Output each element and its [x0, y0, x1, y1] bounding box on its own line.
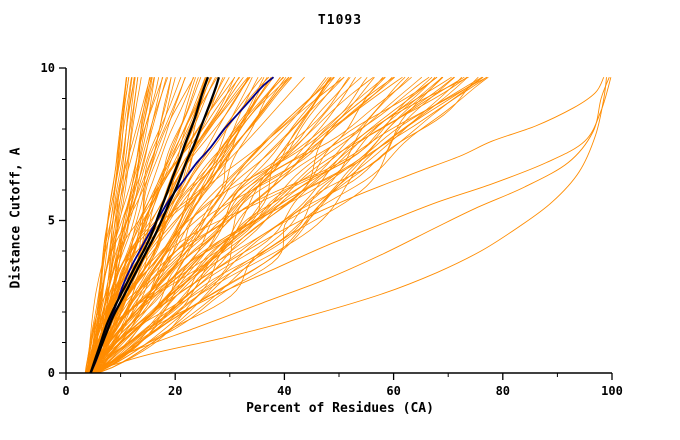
curve-orange-fan: [87, 77, 151, 374]
curve-orange-fan: [96, 76, 436, 374]
curve-orange-fan: [97, 77, 208, 374]
curve-orange-fan: [86, 76, 443, 374]
x-tick-label: 100: [601, 384, 623, 398]
curve-orange-fan: [84, 76, 423, 374]
curve-orange-fan: [91, 76, 375, 374]
curve-orange-fan: [88, 76, 374, 374]
curve-orange-fan: [91, 76, 479, 374]
curve-orange-fan: [98, 76, 362, 374]
curve-orange-fan: [93, 76, 395, 374]
curve-orange-fan: [89, 76, 443, 374]
curve-orange-fan: [96, 76, 455, 374]
chart-title: T1093: [317, 13, 363, 28]
curve-orange-fan: [89, 77, 196, 374]
curve-orange-fan: [97, 76, 444, 374]
x-tick-label: 80: [496, 384, 510, 398]
curve-orange-right-1: [87, 77, 607, 374]
y-tick-label: 10: [41, 61, 55, 75]
curve-orange-fan: [86, 77, 130, 374]
curve-orange-fan: [91, 76, 290, 374]
curve-orange-fan: [88, 76, 249, 374]
curve-orange-fan: [94, 76, 287, 374]
x-tick-label: 20: [168, 384, 182, 398]
curve-orange-fan: [95, 76, 368, 374]
curve-orange-fan: [97, 76, 384, 374]
y-tick-label: 0: [48, 366, 55, 380]
curve-orange-fan: [95, 76, 331, 374]
curve-orange-fan: [91, 76, 329, 374]
curve-orange-right-3: [87, 77, 612, 374]
y-tick-label: 5: [48, 214, 55, 228]
x-tick-label: 40: [277, 384, 291, 398]
curve-orange-fan: [94, 76, 463, 374]
curve-orange-fan: [97, 77, 133, 374]
curve-orange-fan: [87, 76, 406, 374]
curve-black-model-1: [89, 76, 210, 374]
x-axis-label: Percent of Residues (CA): [246, 401, 434, 416]
curve-orange-right-2: [90, 77, 610, 374]
curve-orange-fan: [85, 76, 244, 374]
curve-orange-fan: [98, 76, 410, 374]
curve-orange-fan: [91, 76, 356, 374]
curve-orange-fan: [87, 77, 152, 374]
curve-orange-fan: [86, 76, 251, 374]
curve-orange-fan: [86, 77, 152, 374]
curve-orange-fan: [90, 76, 468, 374]
x-tick-label: 60: [386, 384, 400, 398]
curve-orange-fan: [98, 76, 395, 374]
curve-orange-right-4: [87, 76, 605, 374]
curve-black-model-2: [89, 76, 220, 374]
curve-orange-fan: [95, 77, 127, 374]
curve-orange-fan: [95, 77, 139, 374]
x-tick-label: 0: [62, 384, 69, 398]
